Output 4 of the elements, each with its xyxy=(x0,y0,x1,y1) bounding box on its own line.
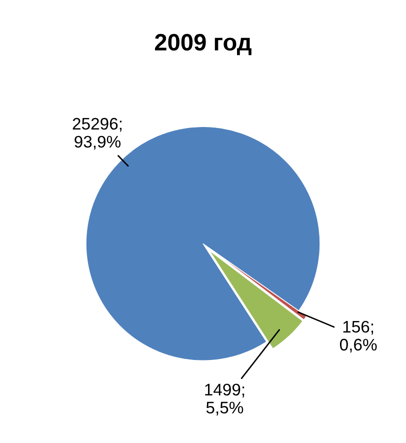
chart-title: 2009 год xyxy=(154,34,252,56)
data-label: 1499; 5,5% xyxy=(205,384,244,416)
data-label: 25296; 93,9% xyxy=(72,118,122,150)
data-label: 156; 0,6% xyxy=(340,320,377,353)
